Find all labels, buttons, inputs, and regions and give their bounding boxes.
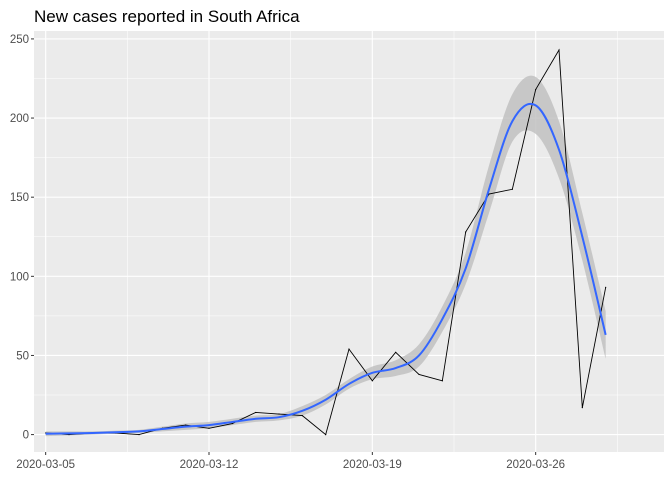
- y-tick-label: 250: [10, 34, 29, 46]
- y-tick-label: 150: [10, 192, 29, 204]
- y-tick-label: 200: [10, 113, 29, 125]
- y-axis: 0 50 100 150 200 250: [10, 34, 34, 442]
- y-tick-label: 100: [10, 271, 29, 283]
- minor-gridlines: [34, 31, 664, 452]
- observed-series-line: [45, 48, 607, 436]
- x-tick-label: 2020-03-12: [180, 459, 239, 471]
- confidence-band: [45, 75, 606, 437]
- y-tick-label: 50: [16, 350, 29, 362]
- x-tick-label: 2020-03-26: [506, 459, 565, 471]
- smoothed-trend-line: [45, 102, 607, 435]
- chart-title: New cases reported in South Africa: [34, 7, 300, 26]
- plot-panel: [34, 31, 664, 452]
- x-axis: 2020-03-05 2020-03-12 2020-03-19 2020-03-26: [16, 452, 565, 471]
- x-tick-label: 2020-03-19: [343, 459, 402, 471]
- x-tick-label: 2020-03-05: [16, 459, 75, 471]
- y-tick-label: 0: [23, 430, 29, 442]
